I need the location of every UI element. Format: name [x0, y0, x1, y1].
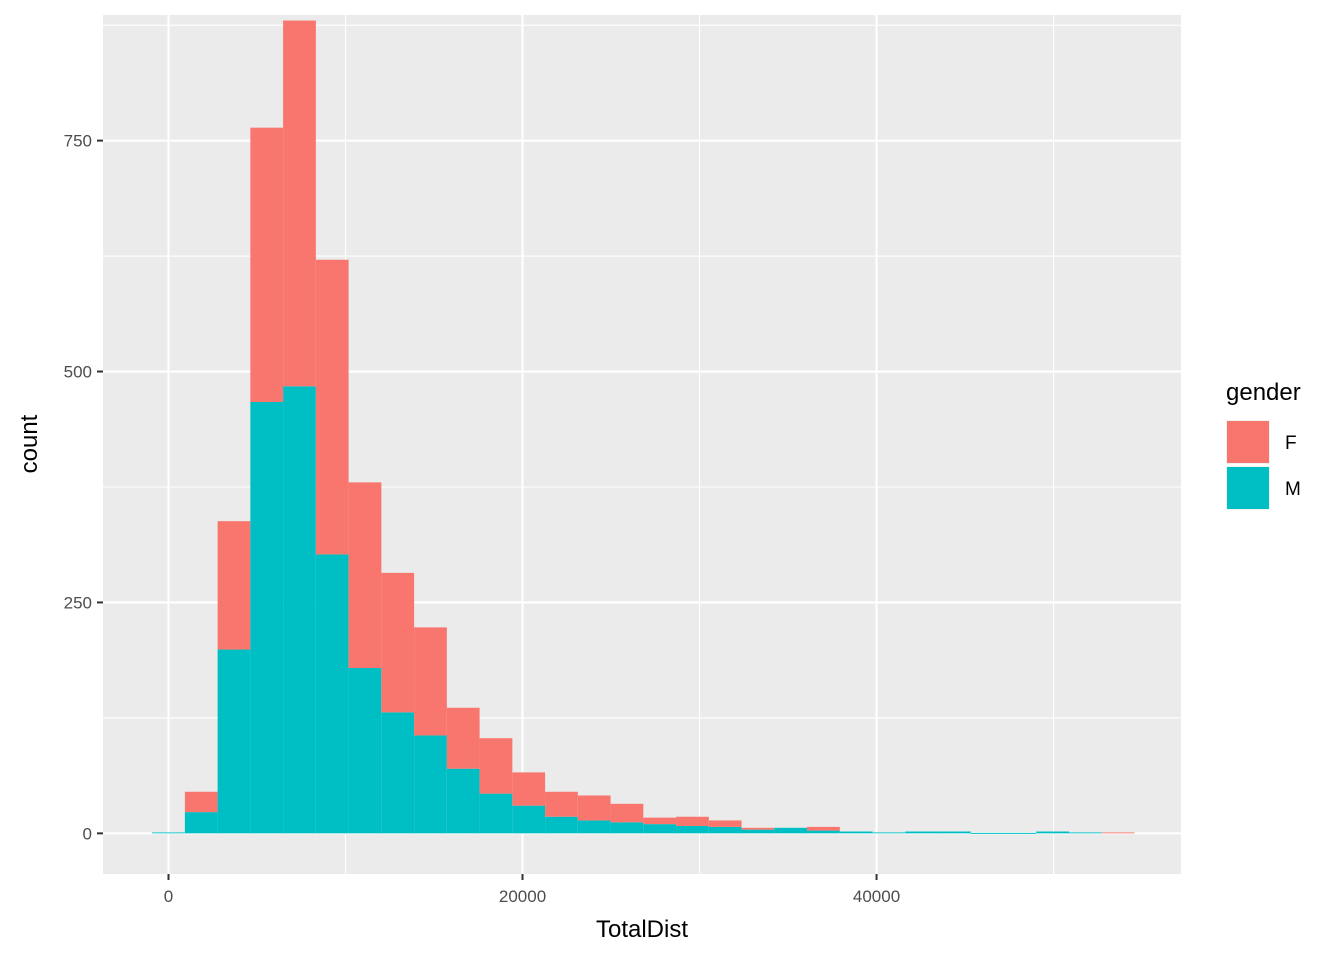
legend-items: FM [1226, 420, 1301, 510]
bar-F [643, 817, 677, 825]
y-axis: 0 250 500 750 [64, 132, 103, 843]
bar-M [414, 735, 447, 834]
y-tick-label: 750 [64, 132, 92, 151]
bar-F [250, 127, 284, 403]
bar-F [708, 820, 742, 827]
bar-M [250, 402, 284, 834]
legend-label-F: F [1285, 433, 1297, 454]
y-axis-title: count [16, 414, 43, 473]
bar-F [414, 627, 447, 736]
legend-title: gender [1226, 379, 1301, 406]
bar-M [152, 832, 185, 834]
x-axis-title: TotalDist [596, 916, 688, 943]
bar-F [348, 482, 382, 669]
bar-M [184, 812, 218, 834]
legend-swatch-M [1227, 467, 1269, 509]
y-tick-label: 250 [64, 593, 92, 612]
bar-M [512, 805, 546, 834]
bar-F [479, 738, 513, 794]
y-tick-label: 0 [83, 824, 92, 843]
bar-F [610, 803, 644, 823]
bar-F [1101, 832, 1135, 834]
legend-label-M: M [1285, 479, 1301, 500]
bar-F [446, 707, 480, 769]
bar-M [741, 829, 775, 834]
bar-M [446, 768, 480, 834]
bar-F [676, 816, 709, 826]
bar-M [708, 826, 742, 834]
bar-F [545, 791, 578, 817]
bar-M [839, 831, 873, 834]
bar-M [676, 825, 709, 834]
bar-M [348, 668, 382, 834]
legend: gender FM [1226, 379, 1301, 510]
bar-M [381, 712, 415, 834]
bar-M [479, 793, 513, 834]
bar-F [577, 795, 611, 821]
x-tick-label: 0 [164, 887, 173, 906]
bar-M [283, 386, 316, 834]
bar-M [774, 827, 808, 834]
bar-M [610, 822, 644, 834]
x-axis: 0 20000 40000 [164, 874, 900, 906]
bar-M [1036, 831, 1070, 834]
x-tick-label: 40000 [853, 887, 900, 906]
bar-F [315, 259, 349, 555]
bar-M [807, 830, 840, 834]
bar-M [1069, 832, 1102, 834]
bar-F [184, 791, 218, 813]
bar-F [283, 20, 316, 387]
bar-M [577, 820, 611, 834]
bar-M [315, 554, 349, 834]
bar-M [938, 831, 971, 834]
bar-M [643, 824, 677, 834]
bar-M [905, 831, 939, 834]
bar-F [512, 772, 546, 806]
bars [152, 20, 1135, 834]
y-tick-label: 500 [64, 363, 92, 382]
bar-F [381, 572, 415, 713]
bar-M [872, 832, 906, 834]
bar-M [545, 816, 578, 834]
bar-F [741, 827, 775, 830]
x-tick-label: 20000 [499, 887, 546, 906]
legend-swatch-F [1227, 421, 1269, 463]
bar-F [217, 521, 251, 650]
bar-M [217, 649, 251, 834]
bar-F [807, 826, 840, 831]
